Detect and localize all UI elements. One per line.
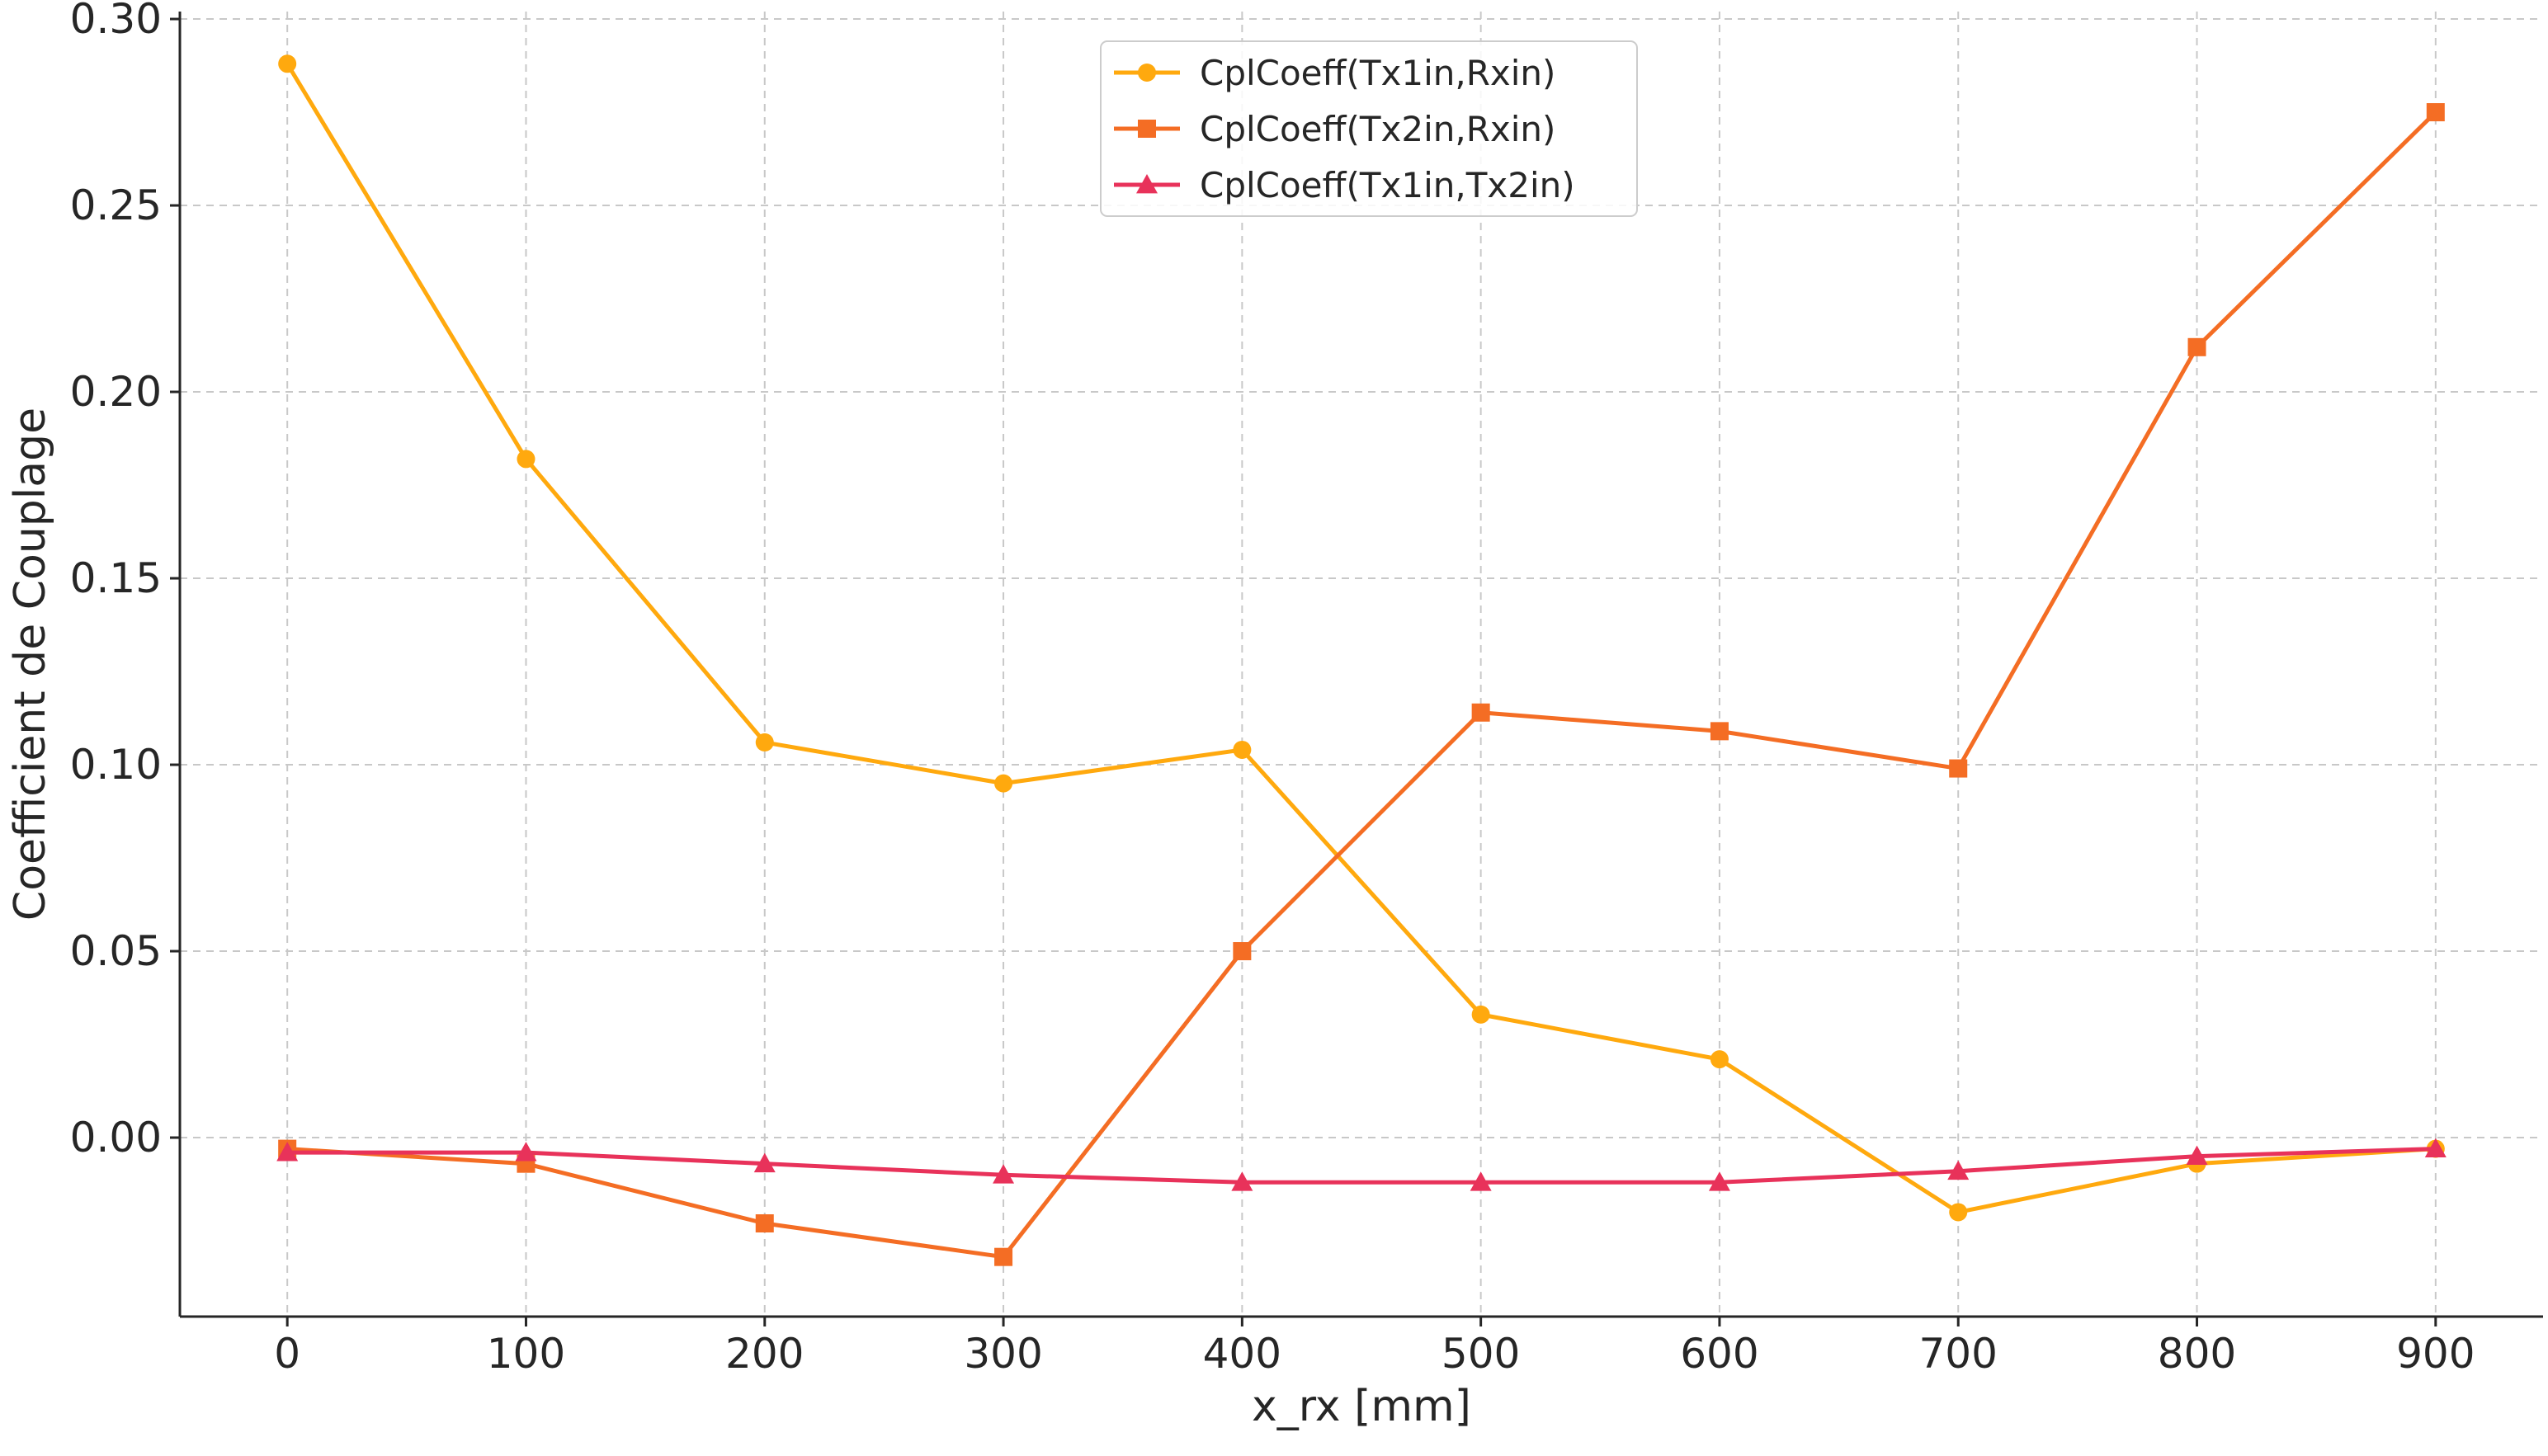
y-tick-label: 0.00 bbox=[70, 1114, 162, 1162]
series-line bbox=[287, 111, 2437, 1260]
data-point bbox=[1710, 722, 1729, 741]
data-point bbox=[515, 1142, 537, 1162]
data-point bbox=[1231, 1171, 1253, 1191]
y-tick-label: 0.20 bbox=[70, 368, 162, 416]
data-point bbox=[1470, 1171, 1492, 1191]
x-axis-label: x_rx [mm] bbox=[1252, 1382, 1471, 1431]
x-tick-label: 200 bbox=[725, 1330, 804, 1378]
data-point bbox=[993, 1164, 1015, 1184]
y-tick-label: 0.10 bbox=[70, 741, 162, 789]
data-point bbox=[1949, 1203, 1968, 1222]
legend-marker bbox=[1138, 64, 1156, 82]
data-point bbox=[755, 1214, 774, 1232]
data-point bbox=[1471, 703, 1490, 722]
legend-item: CplCoeff(Tx1in,Tx2in) bbox=[1114, 165, 1575, 205]
x-tick-label: 800 bbox=[2158, 1330, 2236, 1378]
data-point bbox=[1708, 1171, 1730, 1191]
series-2 bbox=[278, 103, 2445, 1266]
legend: CplCoeff(Tx1in,Rxin) CplCoeff(Tx2in,Rxin)… bbox=[1100, 40, 1638, 217]
series-group bbox=[276, 54, 2447, 1266]
y-axis-label: Coefficient de Couplage bbox=[6, 408, 55, 921]
x-tick-label: 0 bbox=[274, 1330, 300, 1378]
data-point bbox=[1233, 740, 1252, 759]
x-tick-label: 900 bbox=[2396, 1330, 2475, 1378]
x-tick-label: 100 bbox=[487, 1330, 565, 1378]
y-tick-label: 0.30 bbox=[70, 0, 162, 43]
series-line bbox=[285, 62, 2436, 1214]
data-point bbox=[1710, 1050, 1729, 1069]
data-point bbox=[1471, 1005, 1490, 1024]
data-point bbox=[1949, 759, 1968, 778]
y-tick-label: 0.25 bbox=[70, 181, 162, 229]
x-tick-label: 700 bbox=[1919, 1330, 1998, 1378]
x-tick-label: 400 bbox=[1203, 1330, 1281, 1378]
legend-box bbox=[1100, 40, 1638, 217]
data-point bbox=[2426, 103, 2445, 122]
data-point bbox=[2187, 337, 2206, 356]
legend-marker bbox=[1138, 120, 1156, 138]
series-1 bbox=[278, 54, 2445, 1222]
data-point bbox=[2186, 1145, 2208, 1166]
data-point bbox=[278, 54, 297, 73]
data-point bbox=[994, 774, 1013, 793]
data-point bbox=[2424, 1138, 2447, 1157]
y-tick-label: 0.05 bbox=[70, 927, 162, 975]
data-point bbox=[755, 733, 774, 752]
legend-label: CplCoeff(Tx1in,Tx2in) bbox=[1200, 165, 1575, 205]
x-tick-label: 600 bbox=[1680, 1330, 1758, 1378]
data-point bbox=[753, 1152, 776, 1173]
legend-item: CplCoeff(Tx2in,Rxin) bbox=[1114, 109, 1555, 149]
legend-label: CplCoeff(Tx1in,Rxin) bbox=[1200, 53, 1555, 93]
y-tick-label: 0.15 bbox=[70, 554, 162, 602]
x-tick-label: 300 bbox=[964, 1330, 1042, 1378]
axes: 0 100 200 300 400 500 600 700 800 900 0.00 0.05 0.10… bbox=[70, 0, 2543, 1378]
series-3 bbox=[276, 1138, 2447, 1191]
x-tick-label: 500 bbox=[1442, 1330, 1520, 1378]
data-point bbox=[276, 1142, 299, 1162]
data-point bbox=[1233, 942, 1252, 961]
data-point bbox=[1947, 1160, 1970, 1180]
legend-marker bbox=[1136, 174, 1158, 194]
legend-item: CplCoeff(Tx1in,Rxin) bbox=[1114, 53, 1555, 93]
legend-label: CplCoeff(Tx2in,Rxin) bbox=[1200, 109, 1555, 149]
series-line bbox=[287, 1147, 2436, 1185]
data-point bbox=[994, 1247, 1013, 1266]
data-point bbox=[517, 450, 536, 469]
